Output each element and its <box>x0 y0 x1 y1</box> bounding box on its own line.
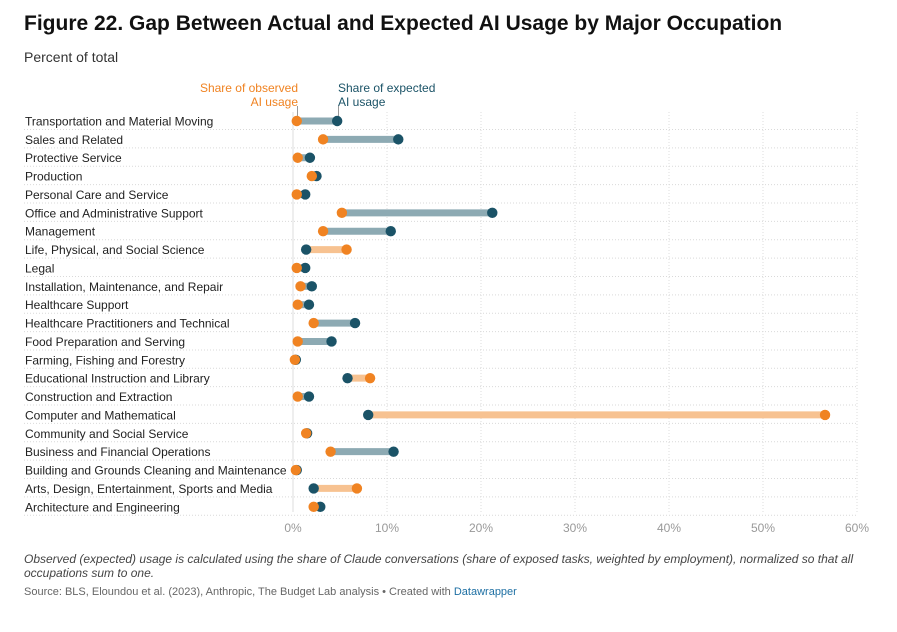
category-label: Management <box>25 225 96 239</box>
observed-dot <box>351 483 363 494</box>
category-label: Building and Grounds Cleaning and Mainte… <box>25 464 287 478</box>
legend-expected-pointer <box>338 106 339 116</box>
observed-dot <box>300 428 312 439</box>
datawrapper-link[interactable]: Datawrapper <box>453 586 517 598</box>
expected-dot <box>342 372 353 384</box>
expected-dot <box>363 409 374 421</box>
category-label: Construction and Extraction <box>25 390 172 404</box>
observed-dot <box>325 446 336 457</box>
x-axis-tick-labels: 0% 10% 20% 30% 40% 50% 60% <box>284 521 869 535</box>
chart-subtitle: Percent of total <box>24 49 119 65</box>
observed-dot <box>336 207 348 219</box>
category-label: Architecture and Engineering <box>25 500 180 514</box>
chart-source: Source: BLS, Eloundou et al. (2023), Ant… <box>24 586 517 598</box>
observed-dot <box>308 317 319 329</box>
expected-dot <box>388 446 399 457</box>
expected-dot <box>308 483 319 494</box>
category-label: Food Preparation and Serving <box>25 335 185 349</box>
range-bars <box>294 117 826 511</box>
observed-dot <box>292 299 303 310</box>
expected-dot <box>303 299 315 310</box>
grid-lines <box>24 112 858 516</box>
expected-dot <box>385 226 396 237</box>
category-label: Transportation and Material Moving <box>25 115 213 129</box>
category-label: Healthcare Support <box>25 298 129 312</box>
observed-dot <box>341 244 352 255</box>
category-label: Production <box>25 170 82 184</box>
observed-dot <box>291 115 302 127</box>
x-tick-label: 30% <box>563 521 587 535</box>
x-tick-label: 50% <box>751 521 775 535</box>
category-label: Installation, Maintenance, and Repair <box>25 280 223 294</box>
category-label: Computer and Mathematical <box>25 408 176 422</box>
observed-dot <box>291 189 302 200</box>
expected-dot <box>300 262 311 274</box>
dot-range-chart: Transportation and Material Moving Sales … <box>24 112 869 535</box>
observed-dot <box>295 281 306 292</box>
expected-dot <box>303 391 315 402</box>
expected-dot <box>300 244 312 255</box>
observed-dot <box>308 501 319 512</box>
category-label: Arts, Design, Entertainment, Sports and … <box>25 482 273 496</box>
legend-expected-line2: AI usage <box>338 95 386 109</box>
legend-expected: Share of expected AI usage <box>338 81 435 109</box>
observed-dot <box>290 464 302 476</box>
expected-dot <box>306 281 317 292</box>
category-labels: Transportation and Material Moving Sales … <box>25 115 287 515</box>
observed-dot <box>292 152 303 163</box>
category-label: Community and Social Service <box>25 427 189 441</box>
expected-dot <box>304 152 316 163</box>
category-label: Educational Instruction and Library <box>25 372 210 386</box>
chart-title: Figure 22. Gap Between Actual and Expect… <box>24 12 783 35</box>
x-tick-label: 20% <box>469 521 493 535</box>
source-text: Source: BLS, Eloundou et al. (2023), Ant… <box>24 586 454 598</box>
category-label: Personal Care and Service <box>25 188 169 202</box>
expected-dot <box>331 115 343 127</box>
legend-observed-line2: AI usage <box>250 95 298 109</box>
category-label: Sales and Related <box>25 133 123 147</box>
category-label: Business and Financial Operations <box>25 445 210 459</box>
x-tick-label: 0% <box>284 521 302 535</box>
observed-dot <box>292 391 303 402</box>
observed-dot <box>306 170 317 182</box>
legend-observed-line1: Share of observed <box>199 81 298 95</box>
category-label: Farming, Fishing and Forestry <box>25 353 185 367</box>
legend-expected-line1: Share of expected <box>338 81 436 95</box>
observed-dot <box>292 336 303 347</box>
observed-dot <box>291 262 302 274</box>
expected-dot <box>326 336 337 347</box>
x-tick-label: 10% <box>375 521 399 535</box>
observed-dot <box>289 354 301 366</box>
x-tick-label: 60% <box>845 521 869 535</box>
observed-dot <box>364 372 376 384</box>
category-label: Office and Administrative Support <box>25 206 204 220</box>
category-label: Legal <box>25 261 54 275</box>
x-tick-label: 40% <box>657 521 681 535</box>
legend-observed-pointer <box>297 106 298 116</box>
data-points <box>289 115 831 512</box>
expected-dot <box>349 317 361 329</box>
category-label: Healthcare Practitioners and Technical <box>25 317 230 331</box>
observed-dot <box>317 226 329 237</box>
observed-dot <box>317 134 329 145</box>
legend-observed: Share of observed AI usage <box>200 81 298 109</box>
chart-note: Observed (expected) usage is calculated … <box>24 552 854 580</box>
category-label: Protective Service <box>25 151 122 165</box>
expected-dot <box>487 207 498 219</box>
category-label: Life, Physical, and Social Science <box>25 243 205 257</box>
expected-dot <box>300 189 311 200</box>
expected-dot <box>393 134 404 145</box>
observed-dot <box>819 409 831 421</box>
